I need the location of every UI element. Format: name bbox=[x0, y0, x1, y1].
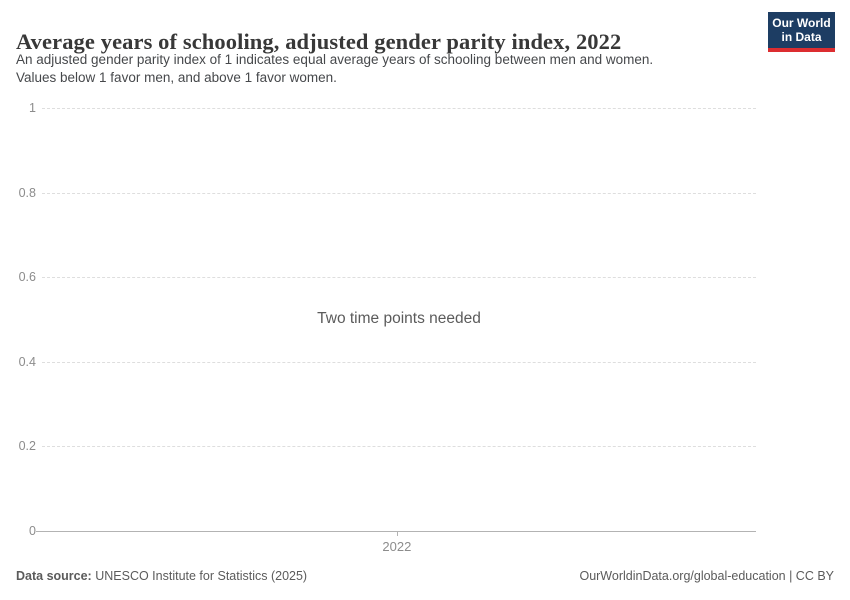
chart-title[interactable]: Average years of schooling, adjusted gen… bbox=[16, 29, 622, 55]
y-axis-tick-label: 0.4 bbox=[18, 354, 36, 369]
chart-subtitle-line-1: An adjusted gender parity index of 1 ind… bbox=[16, 52, 654, 67]
y-axis-tick-label: 1 bbox=[29, 101, 36, 115]
data-source-note: Data source: UNESCO Institute for Statis… bbox=[16, 569, 307, 583]
gridline bbox=[42, 277, 756, 279]
data-source-text: UNESCO Institute for Statistics (2025) bbox=[95, 569, 308, 583]
owid-logo[interactable]: Our World in Data bbox=[768, 12, 835, 52]
x-axis-tick-label: 2022 bbox=[382, 539, 412, 554]
y-axis-tick-label: 0 bbox=[29, 524, 36, 538]
gridline bbox=[42, 361, 756, 363]
owid-logo-line-1: Our World bbox=[772, 16, 831, 30]
owid-logo-line-2: in Data bbox=[781, 30, 822, 44]
chart-subtitle: An adjusted gender parity index of 1 ind… bbox=[16, 51, 761, 87]
x-axis-tick-mark bbox=[396, 531, 398, 536]
plot-area: Two time points needed 1 0.8 0.6 0.4 0.2 0 202… bbox=[19, 101, 756, 554]
chart-footer: Data source: UNESCO Institute for Statis… bbox=[16, 569, 834, 583]
gridline bbox=[42, 108, 756, 109]
chart-subtitle-line-2: Values below 1 favor men, and above 1 fa… bbox=[16, 70, 337, 85]
license-link[interactable]: OurWorldinData.org/global-education | CC… bbox=[579, 569, 834, 583]
y-axis-tick-label: 0.2 bbox=[18, 439, 36, 454]
empty-state-message: Two time points needed bbox=[317, 310, 481, 327]
y-axis-tick-label: 0.8 bbox=[18, 185, 36, 200]
data-source-label: Data source: bbox=[16, 569, 92, 583]
x-axis-line bbox=[36, 531, 756, 532]
y-axis-tick-label: 0.6 bbox=[18, 270, 36, 285]
gridline bbox=[42, 192, 756, 194]
gridline bbox=[42, 446, 756, 448]
